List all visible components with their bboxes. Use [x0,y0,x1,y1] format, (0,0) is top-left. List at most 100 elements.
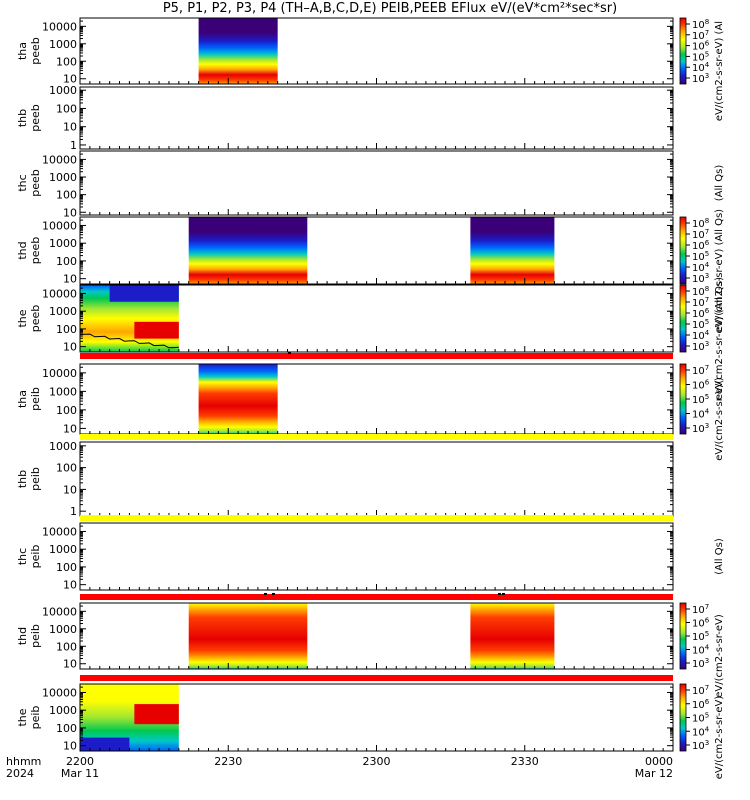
colorbar-label: eV/(cm2-s-sr-eV) (Al [714,21,725,121]
y-tick-label: 10 [63,121,77,134]
colorbar-tick-exponent: 5 [705,250,709,258]
plot-area [80,442,673,516]
colorbar-tick-label: 106 [692,698,710,711]
colorbar-label: eV/(cm2-s-sr-eV) (All Qs) [714,209,725,332]
panel-probe-label: thb [16,470,29,488]
flag-mark [264,593,267,595]
colorbar-scale [679,216,687,285]
colorbar-tick-label: 107 [692,684,709,697]
x-tick-label: 2200 [66,755,94,768]
y-tick-label: 10000 [42,686,77,699]
colorbar-tick-label: 104 [692,725,710,738]
spectrogram-low [80,737,130,751]
colorbar-tick-exponent: 3 [705,340,709,348]
y-tick-label: 10000 [42,367,77,380]
spectrogram-top [109,285,179,302]
panel-tha-peib: 10000 1000 100 10 tha peib [16,363,674,435]
plot-area [80,18,673,84]
x-axis-date-end: Mar 12 [635,767,673,780]
y-tick-label: 1000 [49,305,77,318]
y-tick-label: 1000 [49,171,77,184]
y-tick-label: 1000 [49,38,77,51]
panel-probe-label: thd [16,241,29,259]
colorbar-tick-label: 106 [692,379,710,392]
spectrogram-block [470,217,555,284]
y-tick-label: 100 [56,189,77,202]
spectrogram-hotspot [134,321,179,339]
quality-flag-bar [80,515,673,521]
panel-tha-peeb: 10000 1000 100 10 tha peeb [16,17,674,86]
colorbar-tick-exponent: 6 [705,239,710,247]
colorbar-tick-label: 104 [692,644,710,657]
colorbar-scale [679,683,687,752]
y-tick-label: 10000 [42,219,77,232]
panel-instrument-label: peib [29,706,42,730]
colorbar-tick-label: 105 [692,393,709,406]
colorbar-tick-exponent: 6 [705,379,710,387]
y-tick-label: 10000 [42,20,77,33]
y-tick-label: 1000 [49,543,77,556]
y-tick-label: 100 [56,561,77,574]
colorbar-tick-exponent: 6 [705,617,710,625]
quality-flag-bar [80,675,673,681]
y-tick-label: 1000 [49,84,77,97]
colorbar-scale [679,602,687,670]
x-axis-date-start: Mar 11 [61,767,99,780]
panel-probe-label: the [16,309,29,327]
y-tick-label: 10 [63,273,77,286]
plot-area [80,523,673,590]
colorbar-tick-exponent: 7 [705,228,709,236]
colorbar-label: eV/(cm2-s-sr-eV) [714,696,725,780]
colorbar-tick-exponent: 6 [705,698,710,706]
flag-bars-layer [80,352,673,681]
colorbar-tick-label: 103 [692,422,709,435]
y-tick-label: 100 [56,640,77,653]
colorbar-tick-exponent: 5 [705,318,709,326]
flag-mark [288,352,291,354]
x-tick-label: 2230 [214,755,242,768]
y-tick-label: 100 [56,55,77,68]
colorbar-tick-label: 106 [692,617,710,630]
plot-area [80,603,673,669]
colorbar-tick-exponent: 7 [705,29,709,37]
colorbar-tick-exponent: 3 [705,422,709,430]
y-tick-label: 10 [63,73,77,86]
panel-the-peib: 10000 1000 100 10 the peib [16,683,674,753]
colorbar-tick-exponent: 7 [705,603,709,611]
flag-mark [498,593,501,595]
y-tick-label: 100 [56,722,77,735]
panel-instrument-label: peeb [29,305,42,333]
colorbar-tick-exponent: 3 [705,272,709,280]
panel-probe-label: tha [16,42,29,60]
panel-probe-label: tha [16,390,29,408]
panel-thb-peib: 1000 100 10 1 thb peib [16,440,674,518]
colorbar-tick-exponent: 3 [705,657,709,665]
colorbar-tick-label: 103 [692,739,709,752]
colorbar-tick-exponent: 4 [705,261,710,269]
spectrogram-block [188,217,308,284]
y-tick-label: 10000 [42,605,77,618]
colorbar-tick-label: 104 [692,408,710,421]
plot-area [80,364,673,434]
panel-instrument-label: peeb [29,169,42,197]
spectrogram-hotspot [134,704,179,725]
colorbar-tick-exponent: 5 [705,393,709,401]
quality-flag-bar [80,353,673,359]
panel-the-peeb: 10000 1000 100 10 the peeb [16,284,674,354]
panel-thd-peeb: 10000 1000 100 10 thd peeb [16,216,674,286]
panel-instrument-label: peib [29,387,42,411]
colorbar-tick-exponent: 3 [705,72,709,80]
colorbar-tick-exponent: 8 [705,285,709,293]
y-tick-label: 100 [56,404,77,417]
y-tick-label: 1000 [49,237,77,250]
colorbar-tick-exponent: 6 [705,307,710,315]
panel-instrument-label: peib [29,545,42,569]
colorbar-scale [679,17,687,85]
